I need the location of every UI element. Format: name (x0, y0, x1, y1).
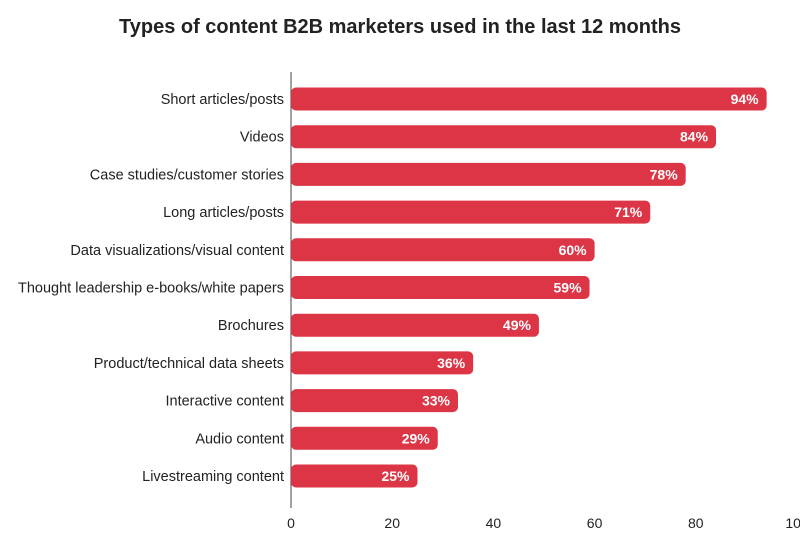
data-label: 60% (559, 242, 588, 258)
data-label: 36% (437, 355, 466, 371)
category-label: Short articles/posts (161, 92, 284, 108)
data-label: 94% (731, 91, 760, 107)
bar (291, 125, 717, 149)
bar (291, 238, 595, 262)
data-label: 78% (650, 166, 679, 182)
data-label: 29% (402, 430, 431, 446)
category-label: Long articles/posts (163, 205, 284, 221)
data-label: 25% (381, 468, 410, 484)
data-label: 49% (503, 317, 532, 333)
bar (291, 162, 686, 186)
x-tick-label: 40 (486, 515, 502, 531)
category-label: Product/technical data sheets (94, 356, 284, 372)
data-label: 84% (680, 129, 709, 145)
category-label: Case studies/customer stories (90, 167, 284, 183)
x-tick-label: 100 (785, 515, 800, 531)
bar (291, 87, 767, 111)
data-label: 59% (554, 280, 583, 296)
bar (291, 276, 590, 299)
bar (291, 200, 651, 224)
x-tick-label: 60 (587, 515, 603, 531)
category-label: Data visualizations/visual content (70, 243, 284, 259)
bar (291, 426, 438, 450)
category-label: Thought leadership e-books/white papers (18, 281, 284, 297)
category-label: Audio content (195, 431, 284, 447)
chart-title: Types of content B2B marketers used in t… (119, 16, 681, 38)
x-tick-label: 0 (287, 515, 295, 531)
bar (291, 351, 474, 375)
bar (291, 464, 418, 488)
x-tick-label: 20 (384, 515, 400, 531)
data-label: 33% (422, 393, 451, 409)
category-label: Videos (240, 130, 284, 146)
bar (291, 389, 458, 413)
data-label: 71% (614, 204, 643, 220)
category-label: Brochures (218, 318, 284, 334)
x-tick-label: 80 (688, 515, 704, 531)
category-label: Interactive content (166, 394, 285, 410)
category-label: Livestreaming content (142, 469, 284, 485)
bar (291, 313, 539, 337)
